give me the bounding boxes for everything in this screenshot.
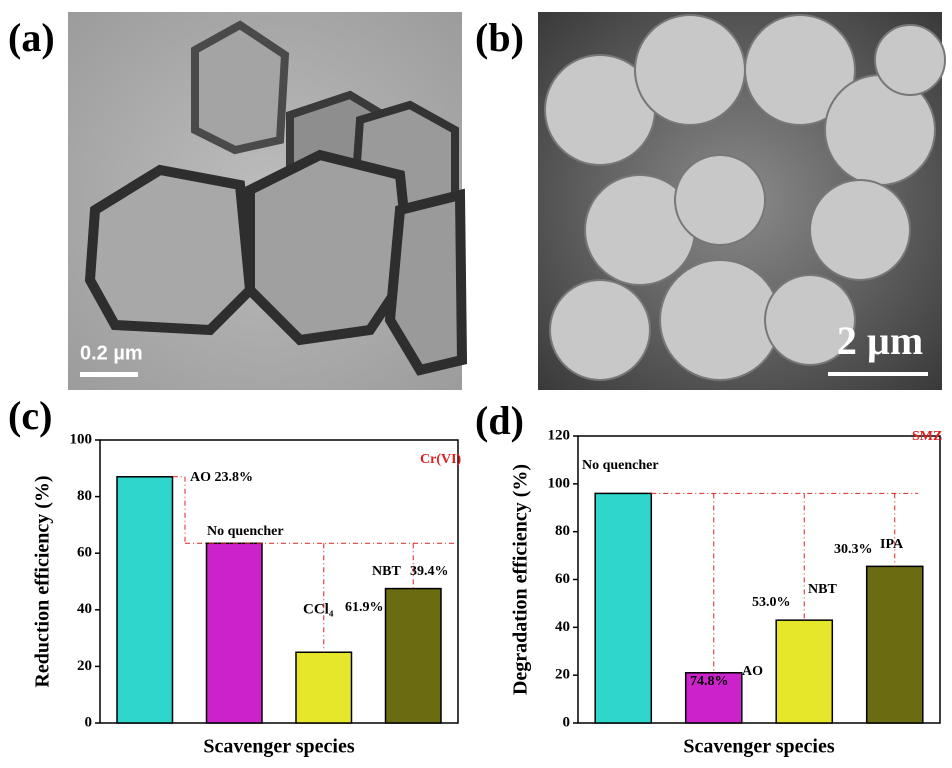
- tem-image: 0.2 µm: [68, 12, 468, 390]
- bar: [295, 651, 353, 724]
- y-axis-label: Reduction efficiency (%): [32, 475, 54, 687]
- bar: [384, 587, 442, 724]
- scale-bar: [80, 372, 138, 377]
- panel-label: (d): [475, 398, 524, 443]
- annotation: No quencher: [582, 458, 659, 473]
- y-tick-label: 60: [77, 545, 92, 561]
- x-axis-label: Scavenger species: [683, 736, 834, 758]
- annotation: 53.0%: [752, 595, 791, 610]
- annotation: AO 23.8%: [190, 470, 253, 485]
- y-tick-label: 100: [70, 431, 93, 447]
- scale-bar: [828, 372, 928, 376]
- y-tick-label: 0: [85, 714, 93, 730]
- annotation: NBT: [808, 582, 837, 597]
- annotation: 74.8%: [690, 674, 729, 689]
- y-tick-label: 80: [555, 523, 570, 539]
- y-tick-label: 80: [77, 488, 92, 504]
- annotation: 61.9%: [345, 600, 384, 615]
- bar: [594, 492, 653, 724]
- y-tick-label: 60: [555, 571, 570, 587]
- y-axis-label: Degradation efficiency (%): [510, 464, 532, 695]
- plot-frame: [99, 439, 459, 724]
- y-tick-label: 20: [77, 658, 92, 674]
- annotation: AO: [742, 664, 763, 679]
- bar: [865, 565, 924, 724]
- annotation: NBT: [372, 564, 401, 579]
- scale-bar-label: 0.2 µm: [80, 342, 143, 364]
- panel-label: (a): [8, 15, 55, 60]
- series-tag: Cr(VI): [420, 452, 462, 467]
- bar: [205, 542, 263, 724]
- annotation: 30.3%: [834, 542, 873, 557]
- panel-label: (c): [8, 393, 52, 438]
- annotation: CCl₄: [303, 601, 334, 617]
- panel-label: (b): [475, 15, 524, 60]
- annotation: No quencher: [207, 524, 284, 539]
- bar: [775, 619, 834, 724]
- y-tick-label: 100: [548, 475, 571, 491]
- bar: [684, 672, 743, 724]
- y-tick-label: 40: [555, 619, 570, 635]
- annotation: IPA: [880, 537, 904, 552]
- y-tick-label: 20: [555, 667, 570, 683]
- sem-image: 2 µm: [538, 12, 946, 390]
- bar: [116, 476, 174, 724]
- scale-bar-label: 2 µm: [837, 318, 923, 363]
- x-axis-label: Scavenger species: [203, 736, 354, 758]
- y-tick-label: 120: [548, 427, 571, 443]
- series-tag: SMZ: [912, 429, 942, 444]
- y-tick-label: 0: [563, 714, 571, 730]
- y-tick-label: 40: [77, 601, 92, 617]
- annotation: 39.4%: [410, 564, 449, 579]
